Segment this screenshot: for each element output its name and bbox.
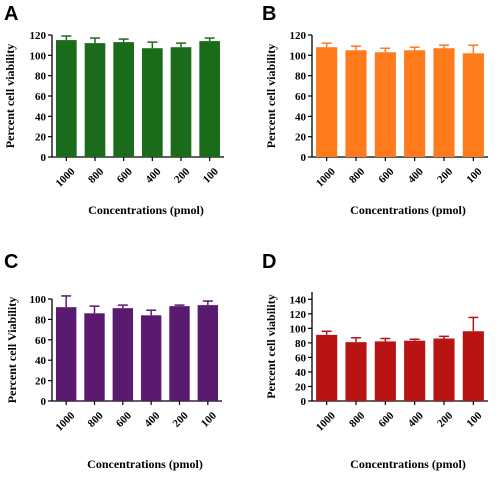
chart-panel-b: B 0 20 40 60 80 100 120 1000 800 600 400 200 100 Perce…: [262, 3, 488, 217]
y-axis-title: Percent cell viability: [264, 294, 278, 398]
x-tick-label: 800: [347, 409, 368, 430]
bar: [142, 48, 163, 157]
y-tick-label: 100: [290, 323, 307, 335]
y-axis-title: Percent cell viability: [3, 44, 17, 148]
panel-label: D: [262, 251, 276, 273]
chart-panel-c: C 0 20 40 60 80 100 1000 800 600 400 200 100 Percent …: [4, 251, 222, 471]
x-tick-label: 200: [172, 165, 193, 186]
y-tick-label: 40: [35, 355, 47, 367]
chart-panel-a: A 0 20 40 60 80 100 120 1000 800 600 400 200 100 Perce…: [3, 3, 224, 217]
x-axis-title: Concentrations (pmol): [350, 203, 466, 217]
panel-label: A: [4, 3, 18, 25]
y-tick-label: 20: [295, 132, 307, 144]
y-tick-label: 0: [301, 396, 307, 408]
y-tick-label: 60: [295, 352, 307, 364]
panel-label: C: [4, 251, 18, 273]
bar: [56, 40, 77, 158]
bar: [404, 340, 426, 401]
y-tick-label: 60: [295, 91, 307, 103]
x-axis-title: Concentrations (pmol): [88, 203, 204, 217]
bar: [112, 308, 134, 401]
bar: [462, 53, 484, 157]
bar: [316, 334, 338, 401]
y-tick-label: 40: [35, 111, 47, 123]
bar: [169, 306, 190, 401]
y-tick-label: 60: [35, 335, 47, 347]
bar: [140, 315, 162, 401]
y-tick-label: 80: [295, 338, 307, 350]
panel-label: B: [262, 3, 276, 25]
bar: [404, 50, 426, 157]
y-tick-label: 140: [290, 294, 307, 306]
x-tick-label: 400: [406, 165, 427, 186]
bar: [197, 305, 219, 401]
bar: [84, 313, 105, 401]
y-tick-label: 20: [35, 132, 47, 144]
x-tick-label: 100: [464, 409, 485, 430]
bar: [170, 47, 192, 158]
bar: [374, 341, 396, 401]
y-tick-label: 100: [30, 294, 47, 306]
y-tick-label: 40: [295, 367, 307, 379]
x-tick-label: 1000: [53, 409, 77, 433]
y-tick-label: 60: [35, 91, 47, 103]
x-tick-label: 600: [376, 165, 397, 186]
bar: [199, 41, 220, 157]
x-tick-label: 400: [143, 165, 164, 186]
bar: [374, 52, 396, 157]
x-tick-label: 800: [86, 409, 107, 430]
x-tick-label: 100: [464, 165, 485, 186]
y-tick-label: 20: [295, 381, 307, 393]
y-tick-label: 120: [30, 30, 47, 42]
y-axis-title: Percent cell Viability: [5, 297, 19, 403]
x-tick-label: 1000: [314, 409, 338, 433]
x-tick-label: 200: [435, 409, 456, 430]
x-tick-label: 100: [199, 409, 220, 430]
y-tick-label: 80: [295, 71, 307, 83]
x-tick-label: 1000: [54, 165, 78, 189]
y-tick-label: 100: [290, 50, 307, 62]
x-tick-label: 600: [114, 409, 135, 430]
x-tick-label: 1000: [314, 165, 338, 189]
x-tick-label: 600: [376, 409, 397, 430]
y-tick-label: 100: [30, 50, 47, 62]
x-tick-label: 200: [435, 165, 456, 186]
y-axis-title: Percent cell viability: [264, 44, 278, 148]
bar: [84, 43, 106, 158]
x-tick-label: 100: [201, 165, 222, 186]
x-axis-title: Concentrations (pmol): [87, 457, 203, 471]
bar: [345, 50, 367, 157]
bar: [316, 47, 338, 158]
y-tick-label: 20: [35, 376, 47, 388]
chart-panel-d: D 0 20 40 60 80 100 120 140 1000 800 600 400 200 100 Pe…: [262, 251, 488, 471]
y-tick-label: 120: [290, 30, 307, 42]
x-axis-title: Concentrations (pmol): [350, 457, 466, 471]
x-tick-label: 400: [142, 409, 163, 430]
x-tick-label: 800: [347, 165, 368, 186]
y-tick-label: 80: [35, 314, 47, 326]
bar: [462, 331, 484, 401]
y-tick-label: 40: [295, 111, 307, 123]
x-tick-label: 800: [86, 165, 107, 186]
x-tick-label: 600: [115, 165, 136, 186]
x-tick-label: 400: [406, 409, 427, 430]
y-tick-label: 120: [290, 309, 307, 321]
y-tick-label: 80: [35, 71, 47, 83]
bar: [113, 42, 134, 157]
y-tick-label: 0: [41, 396, 47, 408]
y-tick-label: 0: [301, 152, 307, 164]
bar: [345, 342, 367, 401]
bar: [433, 338, 455, 401]
y-tick-label: 0: [41, 152, 47, 164]
x-tick-label: 200: [171, 409, 192, 430]
bar: [55, 307, 77, 401]
bar: [433, 48, 455, 157]
